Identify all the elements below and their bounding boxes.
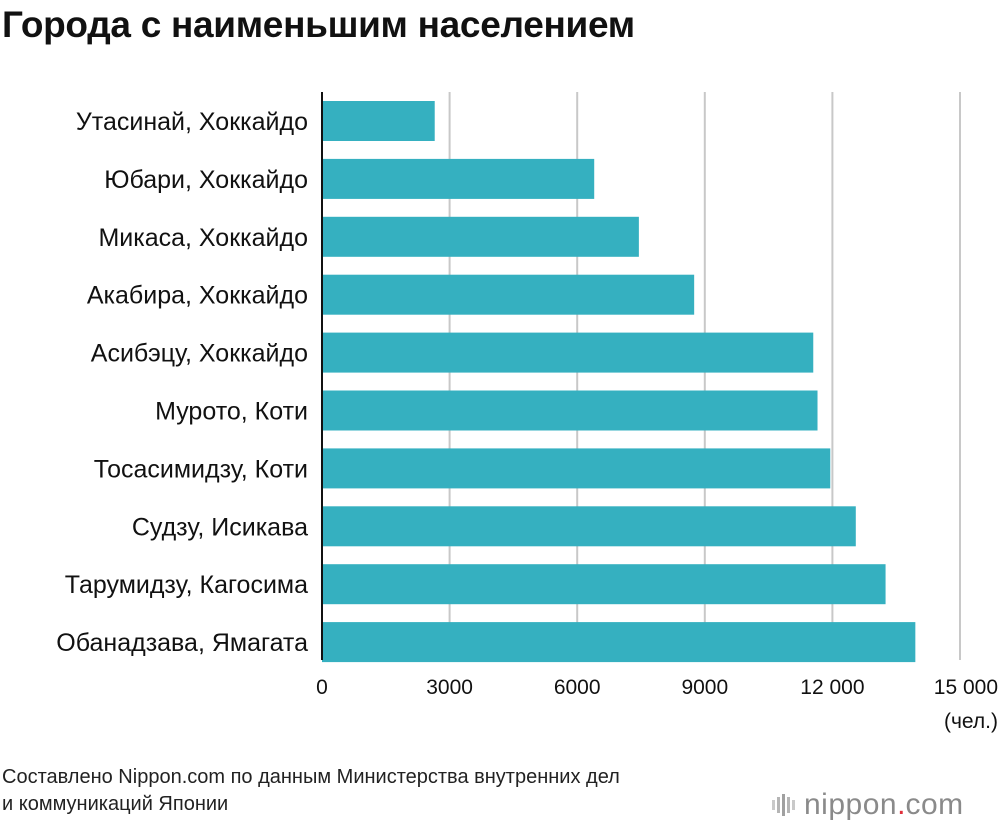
page-title: Города с наименьшим населением xyxy=(2,4,635,45)
category-label: Тарумидзу, Кагосима xyxy=(65,571,308,599)
x-tick-label: 12 000 xyxy=(800,676,864,699)
category-label: Утасинай, Хоккайдо xyxy=(76,108,308,136)
x-tick-label: 9000 xyxy=(681,676,728,699)
bar xyxy=(322,448,831,489)
bar xyxy=(322,158,595,199)
nippon-bars-icon xyxy=(772,793,796,817)
bar xyxy=(322,216,639,257)
bar xyxy=(322,101,435,141)
bar xyxy=(322,274,695,315)
logo-dot: . xyxy=(897,788,906,821)
category-label: Судзу, Исикава xyxy=(132,513,308,541)
bar xyxy=(322,506,856,547)
source-note: Составлено Nippon.com по данным Министер… xyxy=(2,764,762,818)
category-label: Асибэцу, Хоккайдо xyxy=(91,340,308,368)
x-tick-label: 6000 xyxy=(554,676,601,699)
population-bar-chart: Утасинай, Хоккайдо Юбари, Хоккайдо Микаса,… xyxy=(56,92,998,733)
nippon-logo: nippon. com xyxy=(772,788,964,822)
x-tick-label: 15 000 xyxy=(934,676,998,699)
bar xyxy=(322,332,814,373)
category-label: Акабира, Хоккайдо xyxy=(87,282,308,310)
x-tick-label: 3000 xyxy=(426,676,473,699)
source-note-line-1: Составлено Nippon.com по данным Министер… xyxy=(2,766,620,788)
x-tick-labels: 0 3000 6000 9000 12 000 15 000 xyxy=(316,676,998,699)
category-label: Обанадзава, Ямагата xyxy=(56,629,308,657)
source-note-line-2: и коммуникаций Японии xyxy=(2,793,229,815)
bar xyxy=(322,564,886,605)
x-tick-label: 0 xyxy=(316,676,328,699)
category-labels: Утасинай, Хоккайдо Юбари, Хоккайдо Микаса,… xyxy=(56,108,308,657)
bar xyxy=(322,622,916,663)
bar xyxy=(322,390,818,431)
category-label: Тосасимидзу, Коти xyxy=(94,455,308,483)
category-label: Юбари, Хоккайдо xyxy=(104,166,308,194)
category-label: Мурото, Коти xyxy=(155,398,308,426)
bars xyxy=(322,101,916,663)
category-label: Микаса, Хоккайдо xyxy=(98,224,308,252)
logo-suffix: com xyxy=(905,788,964,821)
logo-name: nippon xyxy=(804,788,898,821)
x-axis-unit-label: (чел.) xyxy=(944,710,998,733)
